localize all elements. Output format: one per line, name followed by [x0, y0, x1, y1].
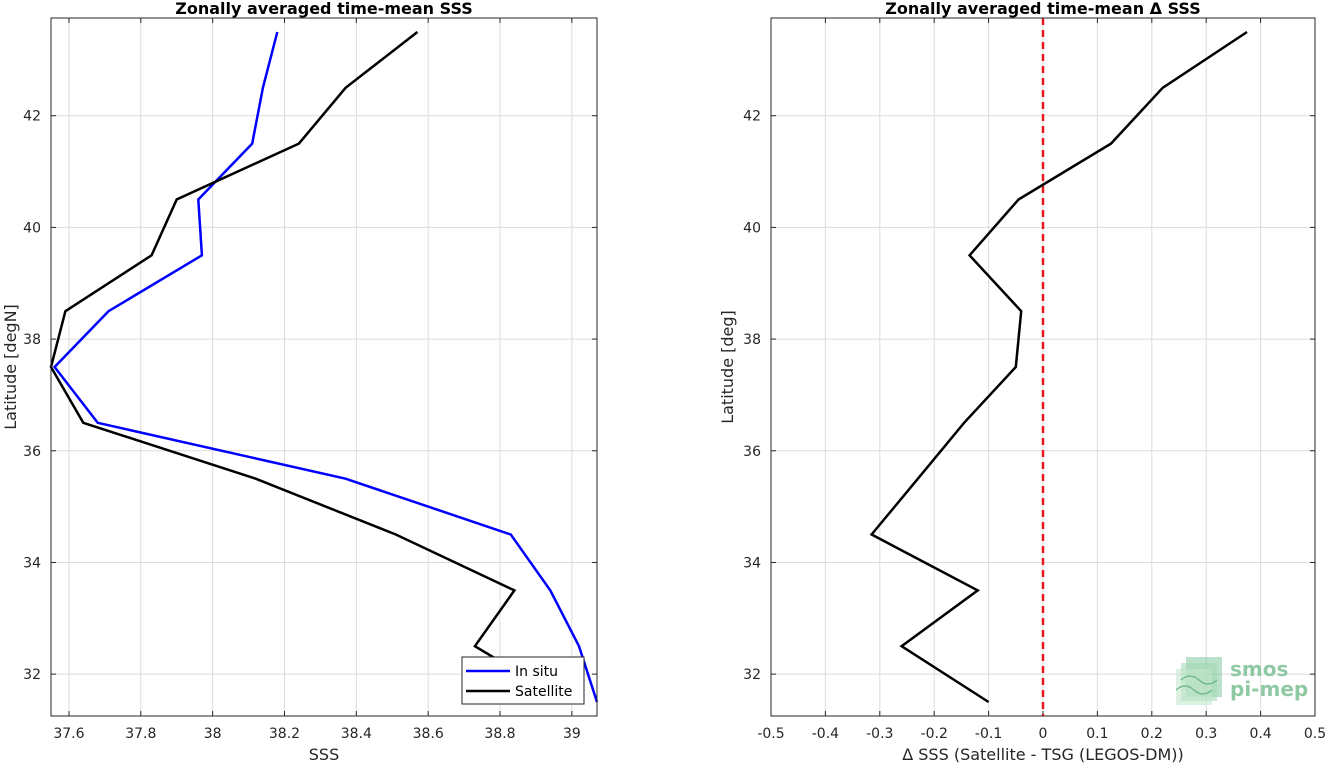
left-chart-title: Zonally averaged time-mean SSS	[175, 0, 473, 18]
y-tick-label: 36	[23, 444, 41, 460]
legend-satellite-label: Satellite	[515, 684, 572, 700]
left-x-axis-label: SSS	[309, 745, 339, 764]
legend-in-situ-label: In situ	[515, 664, 558, 680]
right-y-axis-label: Latitude [deg]	[718, 310, 737, 424]
smos-pi-mep-logo: smos pi-mep	[1175, 657, 1308, 705]
x-tick-label: 0.3	[1195, 726, 1217, 742]
left-ticks: 37.6 37.8 38 38.2 38.4 38.6 38.8 39 32 34 36 38 40 42	[23, 18, 597, 742]
x-tick-label: 38.6	[413, 726, 444, 742]
x-tick-label: 38.2	[269, 726, 300, 742]
x-tick-label: -0.3	[866, 726, 893, 742]
y-tick-label: 38	[23, 332, 41, 348]
y-tick-label: 42	[743, 109, 761, 125]
x-tick-label: 38	[204, 726, 222, 742]
left-y-axis-label: Latitude [degN]	[1, 304, 20, 430]
right-chart-title: Zonally averaged time-mean Δ SSS	[885, 0, 1201, 18]
y-tick-label: 34	[743, 555, 761, 571]
y-tick-label: 32	[743, 667, 761, 683]
y-tick-label: 42	[23, 109, 41, 125]
y-tick-label: 32	[23, 667, 41, 683]
x-tick-label: 37.8	[125, 726, 156, 742]
y-tick-label: 38	[743, 332, 761, 348]
right-x-axis-label: Δ SSS (Satellite - TSG (LEGOS-DM))	[902, 745, 1184, 764]
right-axes-frame	[770, 17, 1316, 717]
logo-text-pi-mep: pi-mep	[1230, 677, 1308, 701]
x-tick-label: -0.1	[975, 726, 1002, 742]
right-series-lines	[869, 18, 1248, 716]
logo-text-smos: smos	[1230, 657, 1288, 681]
left-plot-area	[51, 18, 597, 716]
legend: In situ Satellite	[461, 656, 585, 705]
x-tick-label: 37.6	[53, 726, 84, 742]
x-tick-label: 0	[1039, 726, 1048, 742]
x-tick-label: 0.1	[1086, 726, 1108, 742]
x-tick-label: 38.4	[341, 726, 372, 742]
x-tick-label: -0.2	[921, 726, 948, 742]
delta-sss-series-line	[869, 30, 1248, 704]
in-situ-series-line	[52, 31, 599, 703]
x-tick-label: 39	[563, 726, 581, 742]
left-grid	[51, 18, 597, 716]
x-tick-label: -0.4	[812, 726, 839, 742]
x-tick-label: 0.4	[1249, 726, 1271, 742]
x-tick-label: 0.5	[1304, 726, 1326, 742]
left-chart-panel: 37.6 37.8 38 38.2 38.4 38.6 38.8 39 32 34 36 38 40 42…	[1, 0, 599, 764]
right-ticks: -0.5 -0.4 -0.3 -0.2 -0.1 0 0.1 0.2 0.3 0.4 0.5 32 34…	[743, 18, 1326, 742]
legend-box	[461, 656, 585, 705]
y-tick-label: 34	[23, 555, 41, 571]
x-tick-label: 38.8	[484, 726, 515, 742]
x-tick-label: 0.2	[1141, 726, 1163, 742]
y-tick-label: 40	[23, 220, 41, 236]
left-axes-frame	[50, 17, 598, 717]
y-tick-label: 36	[743, 444, 761, 460]
logo-wave-icon	[1175, 657, 1222, 705]
right-chart-panel: -0.5 -0.4 -0.3 -0.2 -0.1 0 0.1 0.2 0.3 0.4 0.5 32 34…	[718, 0, 1326, 764]
x-tick-label: -0.5	[757, 726, 784, 742]
y-tick-label: 40	[743, 220, 761, 236]
